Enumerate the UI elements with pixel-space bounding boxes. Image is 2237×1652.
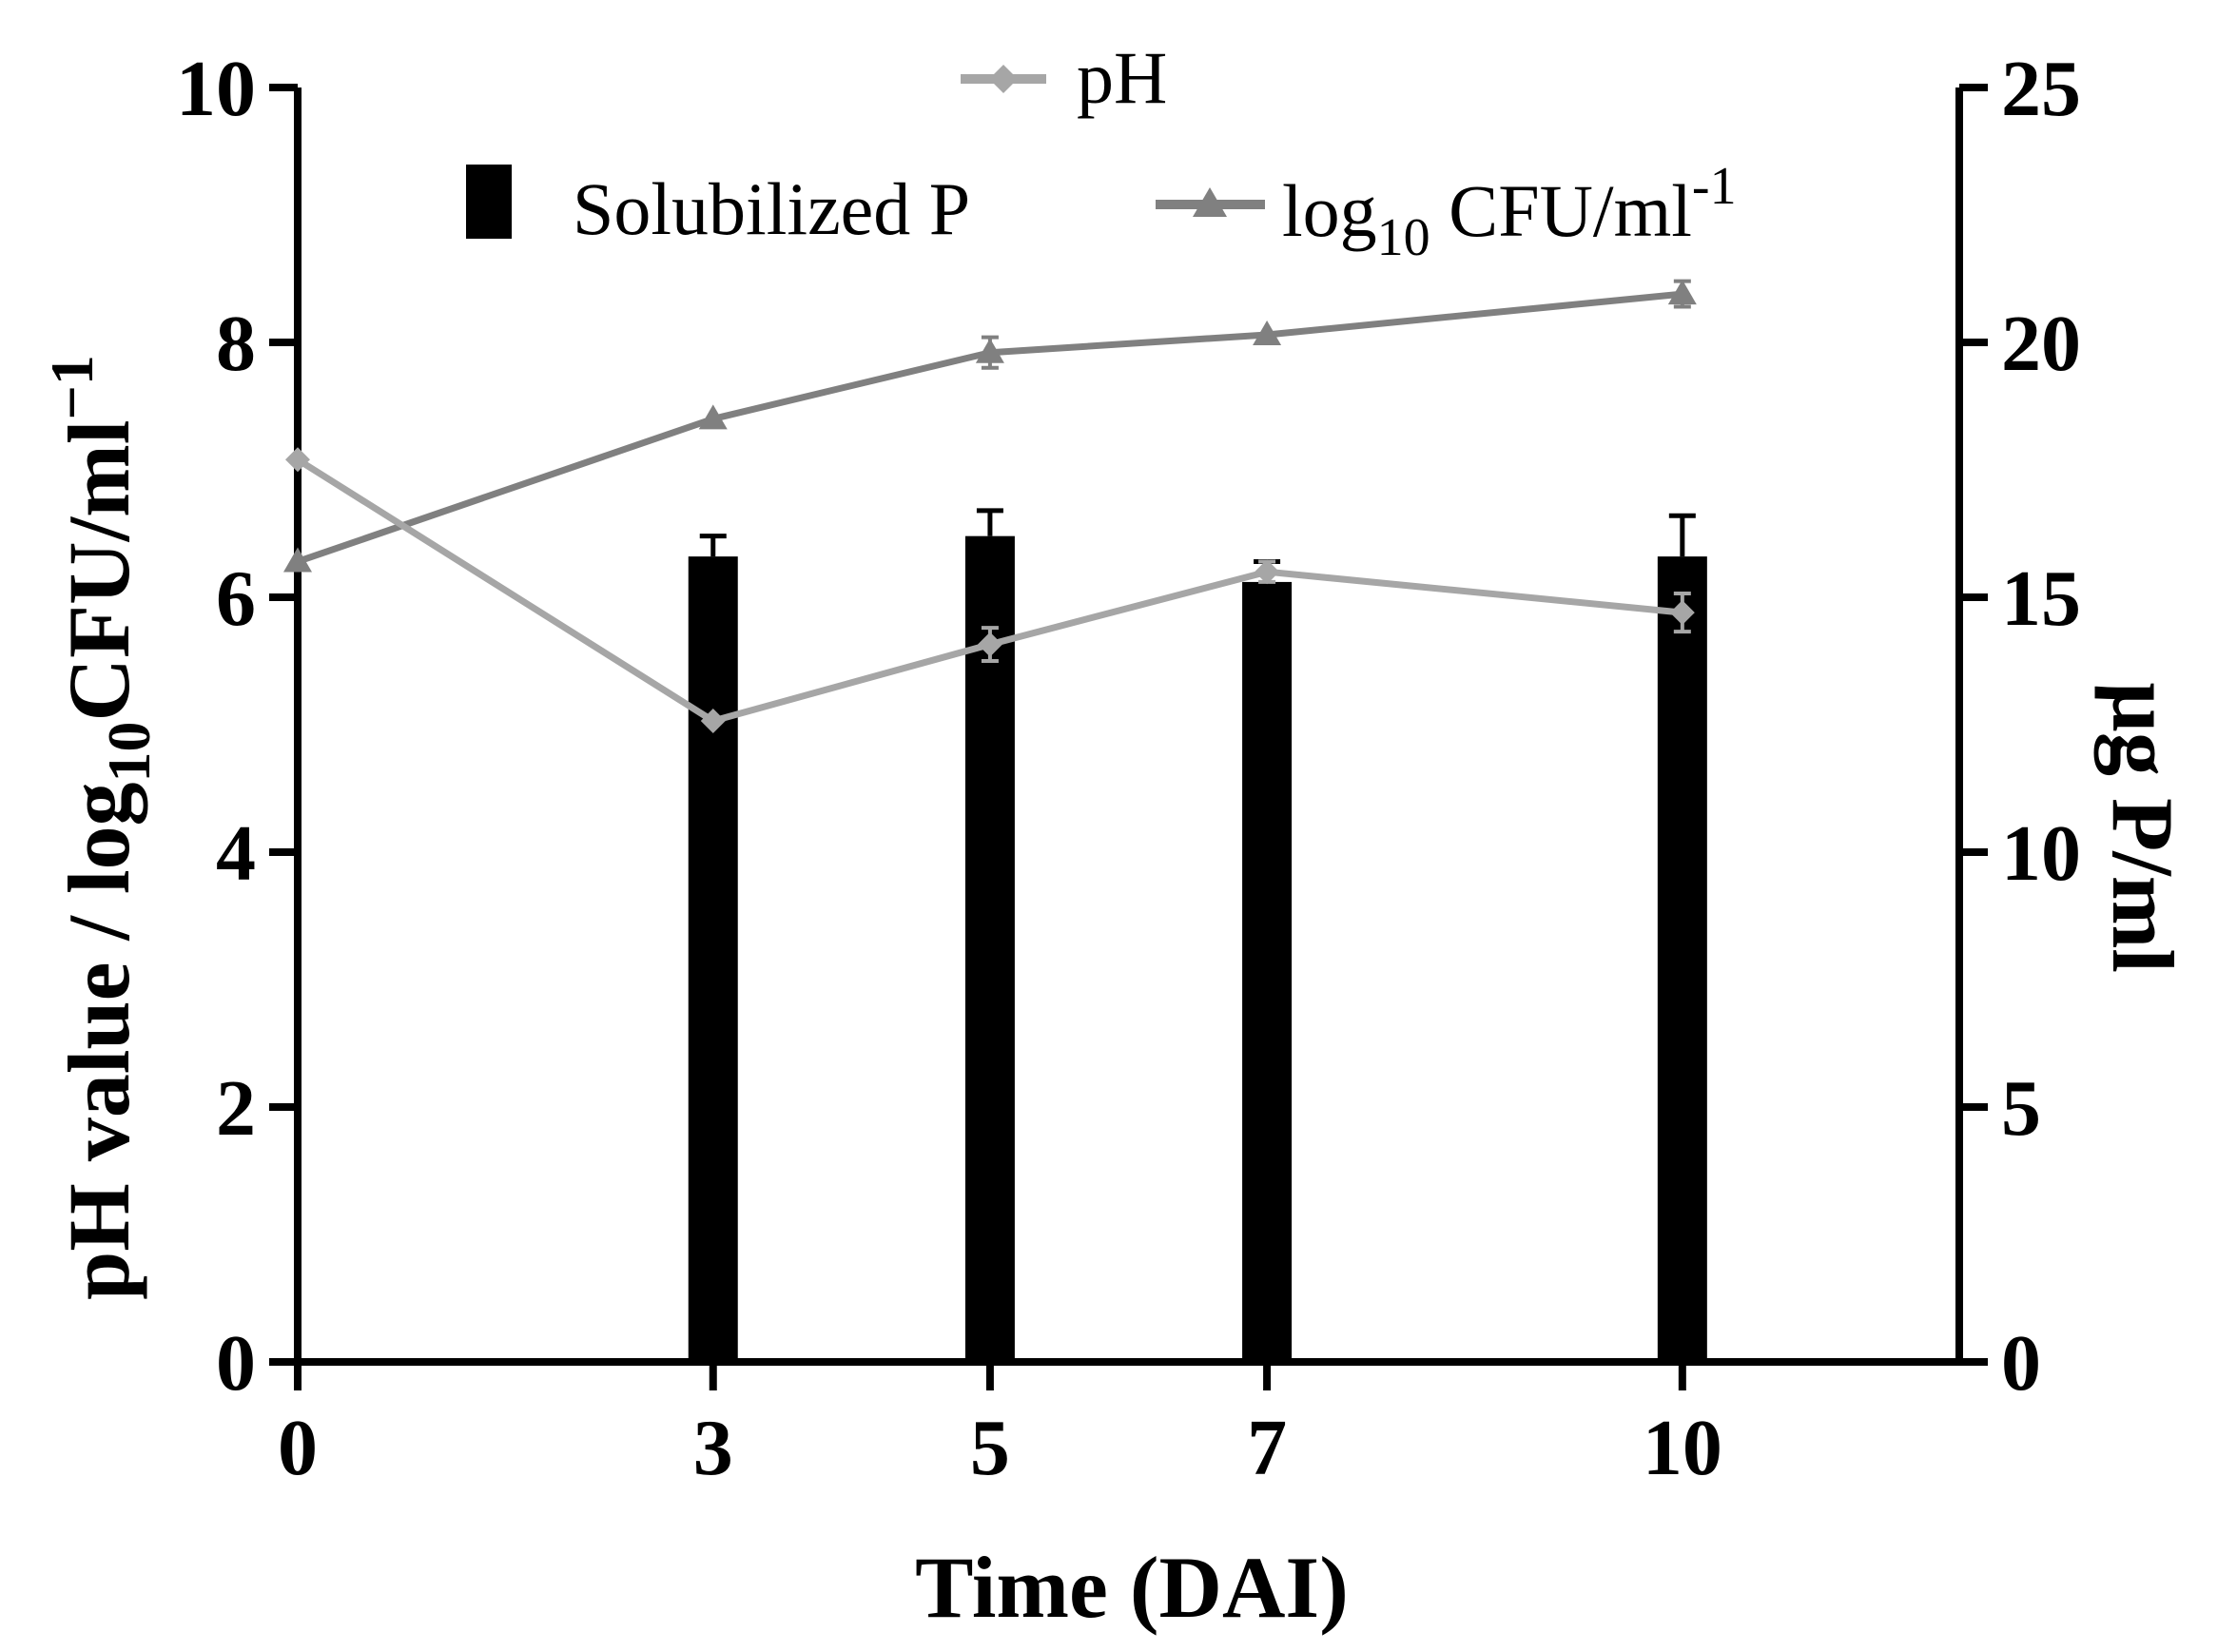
legend-item-ph: pH bbox=[961, 36, 1167, 119]
y-axis-title-left-tail: CFU/ml bbox=[50, 420, 147, 722]
y-tick-label-right-5: 25 bbox=[2001, 45, 2081, 133]
y-tick-label-right-4: 20 bbox=[2001, 300, 2081, 388]
legend-ph-marker bbox=[989, 65, 1018, 93]
point-ph-0 bbox=[285, 447, 310, 473]
y-axis-title-right: µg P/ml bbox=[2094, 682, 2191, 973]
y-tick-label-left-3: 6 bbox=[216, 554, 256, 643]
y-tick-label-left-2: 4 bbox=[216, 809, 256, 898]
y-tick-label-left-1: 2 bbox=[216, 1064, 256, 1153]
tick-label-layer: 0 2 4 6 8 10 0 5 10 15 20 25 0 3 5 7 10 bbox=[176, 45, 2081, 1492]
point-log10-cfu-3 bbox=[698, 404, 728, 430]
point-log10-cfu-0 bbox=[283, 547, 312, 573]
y-tick-label-right-2: 10 bbox=[2001, 809, 2081, 898]
y-tick-label-left-5: 10 bbox=[176, 45, 256, 133]
bar-solubilized-p-10 bbox=[1657, 556, 1707, 1362]
y-axis-title-left-main: pH value / log bbox=[50, 782, 147, 1299]
bar-solubilized-p-7 bbox=[1242, 581, 1293, 1362]
x-tick-label-4: 10 bbox=[1643, 1404, 1722, 1492]
x-tick-label-1: 3 bbox=[693, 1404, 733, 1492]
axes-layer bbox=[269, 84, 1988, 1390]
point-log10-cfu-5 bbox=[975, 338, 1004, 363]
legend-log-label-sup: -1 bbox=[1692, 157, 1737, 216]
point-log10-cfu-10 bbox=[1667, 280, 1697, 305]
bar-series-layer bbox=[688, 508, 1707, 1362]
y-tick-label-right-3: 15 bbox=[2001, 554, 2081, 643]
legend: pH Solubilized P log10 CFU/ml-1 bbox=[466, 36, 1737, 267]
y-axis-title-left-sup: −1 bbox=[38, 355, 106, 419]
legend-log-label-tail: CFU/ml bbox=[1430, 169, 1692, 252]
legend-log-label: log10 CFU/ml-1 bbox=[1282, 157, 1737, 267]
x-tick-label-2: 5 bbox=[970, 1404, 1010, 1492]
point-ph-7 bbox=[1255, 559, 1280, 585]
y-axis-title-left: pH value / log10CFU/ml−1 bbox=[38, 355, 163, 1300]
x-tick-label-3: 7 bbox=[1247, 1404, 1287, 1492]
point-ph-3 bbox=[700, 708, 726, 733]
y-tick-label-left-4: 8 bbox=[216, 300, 256, 388]
y-tick-label-left-0: 0 bbox=[216, 1319, 256, 1408]
x-axis-title: Time (DAI) bbox=[915, 1539, 1349, 1636]
x-tick-label-0: 0 bbox=[278, 1404, 318, 1492]
legend-log-label-sub: 10 bbox=[1377, 208, 1430, 267]
y-tick-label-right-1: 5 bbox=[2001, 1064, 2041, 1153]
y-axis-title-left-sub: 10 bbox=[95, 721, 163, 782]
legend-log-marker bbox=[1193, 187, 1227, 217]
point-ph-5 bbox=[977, 632, 1002, 657]
line-series-layer bbox=[283, 279, 1697, 733]
legend-item-log10-cfu: log10 CFU/ml-1 bbox=[1156, 157, 1737, 267]
bar-solubilized-p-5 bbox=[964, 535, 1015, 1362]
legend-log-label-main: log bbox=[1282, 169, 1377, 252]
point-log10-cfu-7 bbox=[1253, 320, 1282, 345]
y-tick-label-right-0: 0 bbox=[2001, 1319, 2041, 1408]
bar-solubilized-p-3 bbox=[688, 556, 738, 1362]
legend-solubilized-p-swatch bbox=[466, 165, 512, 239]
legend-ph-label: pH bbox=[1077, 36, 1167, 119]
point-ph-10 bbox=[1669, 600, 1695, 626]
legend-solubilized-p-label: Solubilized P bbox=[573, 167, 970, 250]
legend-item-solubilized-p: Solubilized P bbox=[466, 165, 970, 250]
